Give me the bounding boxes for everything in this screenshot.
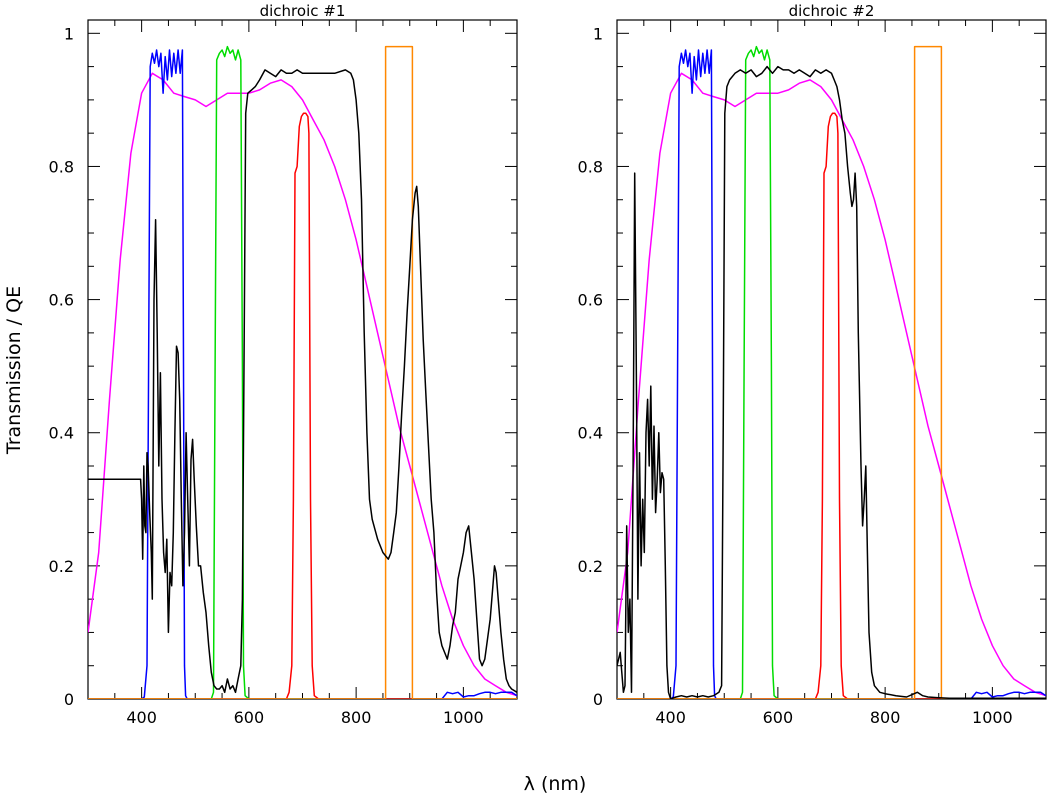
blue-curve: [88, 49, 517, 699]
x-tick-label: 1000: [972, 708, 1013, 727]
orange-curve: [88, 45, 517, 699]
y-tick-label: 0.2: [578, 557, 603, 576]
x-tick-label: 600: [763, 708, 794, 727]
y-tick-label: 0.6: [49, 291, 74, 310]
y-tick-label: 0.6: [578, 291, 603, 310]
x-tick-label: 1000: [443, 708, 484, 727]
x-tick-label: 400: [655, 708, 686, 727]
y-tick-label: 1: [64, 24, 74, 43]
red-curve: [617, 112, 1046, 699]
x-tick-label: 400: [126, 708, 157, 727]
orange-curve: [617, 45, 1046, 699]
y-tick-label: 0.4: [578, 424, 603, 443]
green-curve: [617, 45, 1046, 699]
black-curve: [617, 65, 1046, 699]
y-tick-label: 1: [593, 24, 603, 43]
red-curve: [88, 112, 517, 699]
panel-title: dichroic #2: [789, 2, 875, 20]
panel-title: dichroic #1: [260, 2, 346, 20]
x-tick-label: 600: [234, 708, 265, 727]
x-tick-label: 800: [341, 708, 372, 727]
magenta-curve: [617, 72, 1046, 697]
y-tick-label: 0: [64, 690, 74, 709]
panel-dichroic-2: dichroic #2 400 600 800 1000 0 0.2 0.4 0.6 0.8 1: [578, 2, 1047, 727]
y-tick-label: 0.2: [49, 557, 74, 576]
plot-frame: [616, 19, 1047, 700]
y-tick-label: 0.8: [578, 157, 603, 176]
y-tick-label: 0.8: [49, 157, 74, 176]
panel-dichroic-1: dichroic #1 400 600 800 1000 0 0.2 0.4 0.6 0.8 1: [49, 2, 518, 727]
y-tick-label: 0.4: [49, 424, 74, 443]
x-tick-label: 800: [870, 708, 901, 727]
y-tick-label: 0: [593, 690, 603, 709]
black-curve: [88, 69, 517, 694]
y-axis-label: Transmission / QE: [3, 286, 25, 455]
magenta-curve: [88, 72, 517, 697]
x-axis-label: λ (nm): [524, 773, 587, 795]
green-curve: [88, 45, 517, 699]
blue-curve: [617, 49, 1046, 699]
